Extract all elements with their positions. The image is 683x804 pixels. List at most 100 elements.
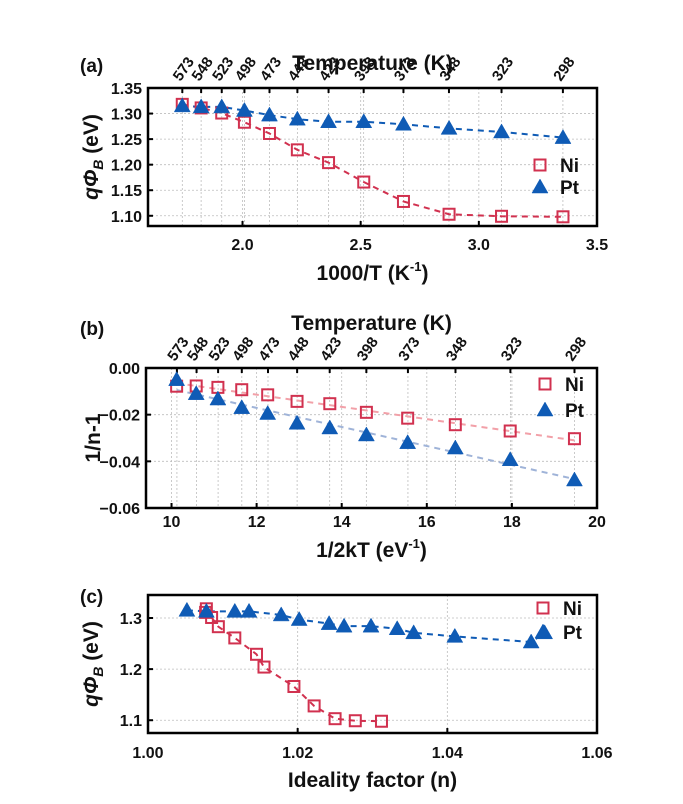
x-tick-label: 2.5 (350, 237, 372, 254)
data-point-pt (261, 106, 278, 122)
legend: Ni Pt (534, 599, 583, 644)
x-tick-label: 10 (163, 514, 181, 531)
y-tick-label: 1.3 (120, 611, 142, 628)
top-tick-label: 298 (562, 334, 590, 364)
data-point-pt (501, 451, 519, 466)
x-tick-label: 3.5 (586, 237, 608, 254)
data-point-ni (237, 115, 251, 129)
legend-marker-pt (536, 401, 554, 417)
data-point-pt (405, 624, 423, 640)
x-tick-label: 1.02 (282, 745, 313, 762)
data-point-ni (290, 394, 304, 408)
data-point-pt (440, 119, 458, 135)
x-tick-label: 2.0 (231, 237, 253, 254)
data-point-pt (173, 97, 191, 113)
series-pt (178, 601, 554, 649)
legend-marker-ni (538, 377, 552, 391)
data-point-pt (178, 601, 196, 617)
data-point-ni (307, 699, 321, 713)
data-point-pt (446, 627, 464, 643)
data-point-ni (401, 411, 415, 425)
data-point-pt (290, 611, 308, 626)
plot-frame (146, 593, 599, 735)
x-tick-label: 1.04 (432, 745, 463, 762)
y-tick-label: 1.35 (111, 81, 142, 98)
series-pt (168, 371, 583, 487)
data-point-ni (442, 207, 456, 221)
data-point-pt (399, 434, 417, 449)
legend-label-ni: Ni (560, 156, 579, 177)
data-point-ni (396, 194, 410, 208)
data-point-pt (235, 101, 253, 117)
data-point-pt (240, 602, 258, 618)
data-point-pt (288, 110, 306, 126)
data-point-pt (395, 115, 412, 131)
plot-frame (146, 86, 599, 228)
y-tick-label: 1.25 (111, 132, 142, 149)
panel-label: (c) (80, 587, 103, 608)
top-tick-label: 473 (257, 54, 285, 84)
top-axis-title: Temperature (K) (292, 52, 453, 75)
top-tick-label: 548 (184, 334, 212, 364)
data-point-pt (226, 602, 244, 618)
data-point-ni (503, 424, 517, 438)
data-point-pt (272, 606, 290, 622)
data-point-ni (374, 714, 388, 728)
top-tick-label: 523 (205, 334, 233, 364)
data-point-ni (287, 679, 301, 693)
y-tick-label: 1.1 (120, 713, 142, 730)
series-ni (175, 97, 570, 224)
data-point-pt (335, 617, 353, 633)
y-tick-label: 1.15 (111, 183, 142, 200)
legend-label-ni: Ni (565, 375, 584, 396)
data-point-pt (566, 471, 583, 487)
x-tick-label: 3.0 (468, 237, 490, 254)
data-point-pt (209, 390, 227, 406)
data-point-pt (259, 404, 277, 420)
data-point-pt (446, 439, 464, 455)
x-tick-label: 16 (418, 514, 436, 531)
data-point-pt (321, 419, 339, 435)
data-point-ni (323, 397, 337, 411)
legend-marker-pt (531, 178, 549, 194)
data-point-pt (320, 113, 337, 128)
data-point-ni (290, 143, 304, 157)
legend-label-pt: Pt (560, 178, 580, 199)
data-point-pt (388, 620, 406, 635)
data-point-pt (554, 129, 572, 144)
data-point-pt (192, 98, 210, 114)
top-axis-title: Temperature (K) (291, 312, 452, 335)
data-point-ni (357, 175, 371, 189)
data-point-pt (355, 113, 373, 128)
y-tick-label: 0.00 (109, 361, 140, 378)
legend-label-pt: Pt (563, 623, 583, 644)
legend-marker-ni (536, 601, 550, 615)
legend-marker-pt (534, 623, 552, 639)
data-point-pt (213, 98, 231, 114)
data-point-ni (495, 209, 509, 223)
legend-label-pt: Pt (565, 401, 585, 422)
data-point-ni (235, 383, 249, 397)
y-tick-label: 1.10 (111, 209, 142, 226)
top-tick-label: 473 (255, 334, 283, 364)
y-tick-label: −0.02 (100, 408, 141, 425)
data-point-ni (262, 126, 276, 140)
x-tick-label: 18 (503, 514, 521, 531)
data-point-pt (357, 426, 375, 442)
y-axis-label: 1/n-1 (82, 413, 105, 462)
x-axis-label: 1/2kT (eV-1) (316, 536, 427, 562)
legend: Ni Pt (536, 375, 585, 422)
data-point-ni (257, 660, 271, 674)
legend-marker-ni (533, 158, 547, 172)
y-tick-label: 1.30 (111, 107, 142, 124)
legend-label-ni: Ni (563, 599, 582, 620)
fit-line-ni (176, 382, 575, 442)
data-point-pt (522, 633, 540, 649)
data-point-ni (556, 210, 570, 224)
top-tick-label: 323 (498, 334, 526, 364)
panel-c: 1.00 1.02 1.04 1.06 1.1 1.2 1.3 Ideality factor… (80, 587, 613, 792)
